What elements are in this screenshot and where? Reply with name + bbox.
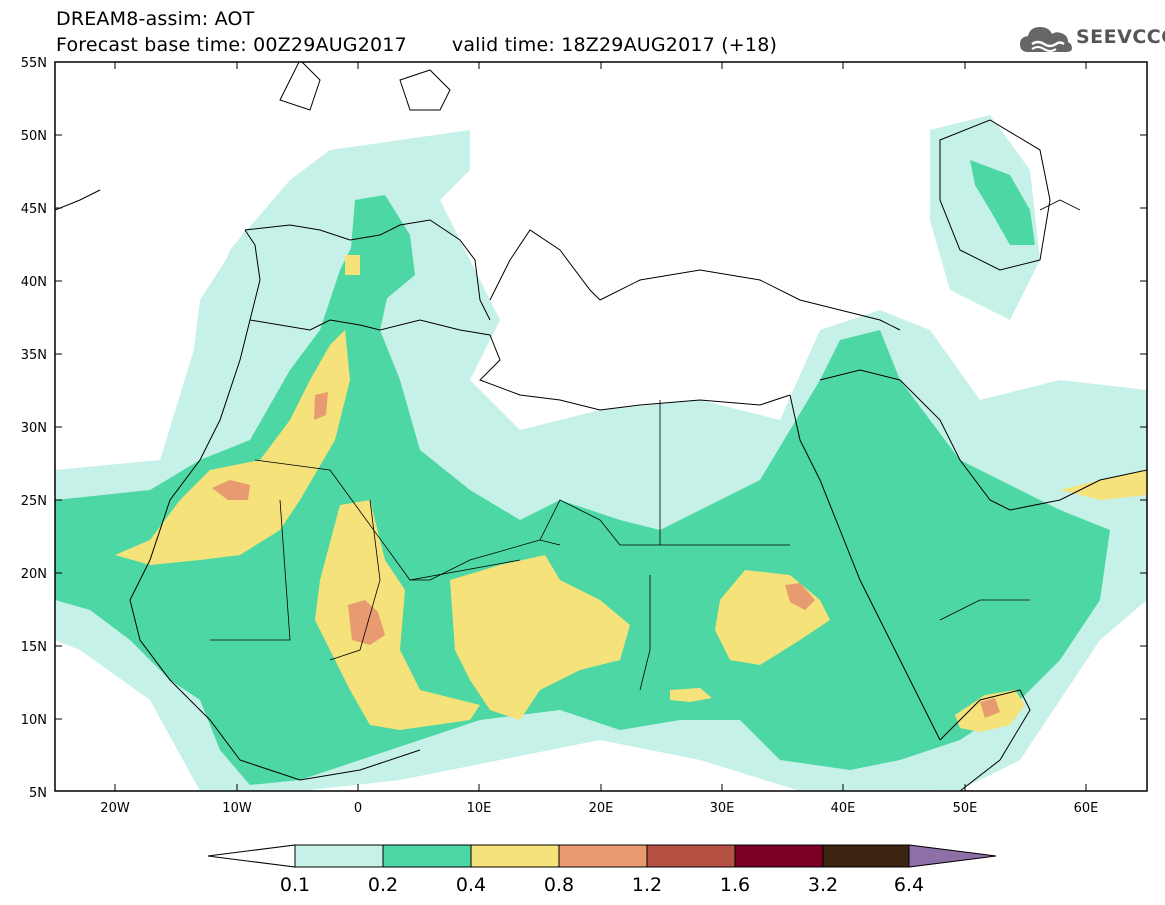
aot-level-0.4-west — [115, 330, 350, 565]
forecast-time-line: Forecast base time: 00Z29AUG2017 valid ti… — [56, 34, 777, 56]
lat-label: 50N — [21, 129, 47, 144]
colorbar-max-arrow — [908, 844, 997, 868]
map-title: DREAM8-assim: AOT — [56, 8, 255, 30]
forecast-base-time: Forecast base time: 00Z29AUG2017 — [56, 34, 407, 56]
colorbar-label: 0.1 — [280, 874, 310, 896]
aot-level-0.1 — [55, 130, 1147, 791]
aot-level-0.8-sudan — [785, 583, 815, 610]
aot-level-0.1-atlantic — [190, 190, 320, 390]
lat-label: 40N — [21, 275, 47, 290]
aot-level-0.4-sudan — [715, 570, 830, 665]
colorbar-label: 3.2 — [808, 874, 838, 896]
colorbar-segment — [646, 844, 736, 868]
colorbar-segment — [470, 844, 560, 868]
aot-contours — [55, 62, 1147, 791]
colorbar-label: 1.6 — [720, 874, 750, 896]
aot-level-0.2-iberia — [350, 195, 415, 300]
lon-label: 30E — [710, 801, 735, 816]
colorbar-label: 0.8 — [544, 874, 574, 896]
lat-label: 30N — [21, 421, 47, 436]
lat-label: 45N — [21, 202, 47, 217]
valid-time: valid time: 18Z29AUG2017 (+18) — [451, 34, 778, 56]
lon-label: 10E — [467, 801, 492, 816]
latitude-ticks — [55, 134, 1147, 720]
lat-label: 35N — [21, 348, 47, 363]
lon-label: 10W — [222, 801, 252, 816]
seevccc-logo: SEEVCCC — [1018, 22, 1165, 58]
aot-level-0.1-caspian — [930, 115, 1040, 320]
country-borders — [210, 199, 1081, 691]
colorbar-label: 0.2 — [368, 874, 398, 896]
longitude-labels: 20W 10W 0 10E 20E 30E 40E 50E 60E — [100, 801, 1098, 816]
aot-level-0.4-chad — [450, 555, 630, 720]
colorbar-segment — [382, 844, 472, 868]
lon-label: 0 — [354, 801, 362, 816]
aot-level-0.2-caspian — [970, 160, 1035, 245]
lon-label: 20E — [589, 801, 614, 816]
logo-text: SEEVCCC — [1076, 26, 1165, 48]
colorbar-label: 6.4 — [894, 874, 924, 896]
aot-level-0.2 — [55, 200, 1110, 785]
lat-label: 55N — [21, 56, 47, 71]
colorbar-segment — [294, 844, 384, 868]
aot-level-0.4-mali — [315, 500, 480, 730]
lat-label: 10N — [21, 713, 47, 728]
aot-level-0.4-pakistan — [1060, 470, 1147, 500]
lon-label: 60E — [1074, 801, 1099, 816]
lat-label: 25N — [21, 494, 47, 509]
coastlines — [55, 62, 1147, 791]
colorbar-segment — [822, 844, 910, 868]
aot-level-0.8-morocco — [314, 392, 328, 420]
colorbar-labels: 0.1 0.2 0.4 0.8 1.2 1.6 3.2 6.4 — [280, 874, 924, 896]
aot-colorbar — [207, 844, 997, 868]
colorbar-segment — [734, 844, 824, 868]
lat-label: 15N — [21, 640, 47, 655]
lon-label: 50E — [953, 801, 978, 816]
lat-label: 20N — [21, 567, 47, 582]
map-frame — [54, 61, 1148, 792]
colorbar-min-arrow — [207, 844, 296, 868]
lat-label: 5N — [29, 786, 47, 801]
lon-label: 40E — [831, 801, 856, 816]
aot-level-0.8-mali — [348, 600, 385, 645]
aot-level-0.4-spain — [345, 255, 360, 275]
colorbar-label: 1.2 — [632, 874, 662, 896]
map-background — [55, 62, 1147, 791]
latitude-labels: 55N 50N 45N 40N 35N 30N 25N 20N 15N 10N … — [21, 56, 47, 801]
aot-level-0.8-west — [212, 480, 250, 500]
aot-level-0.4-small — [670, 688, 712, 702]
longitude-ticks — [114, 62, 1087, 791]
lon-label: 20W — [100, 801, 130, 816]
colorbar-segment — [558, 844, 648, 868]
aot-level-0.4-somalia — [955, 690, 1025, 732]
cloud-icon — [1020, 27, 1072, 52]
aot-level-0.8-somalia — [980, 698, 1000, 718]
colorbar-label: 0.4 — [456, 874, 486, 896]
